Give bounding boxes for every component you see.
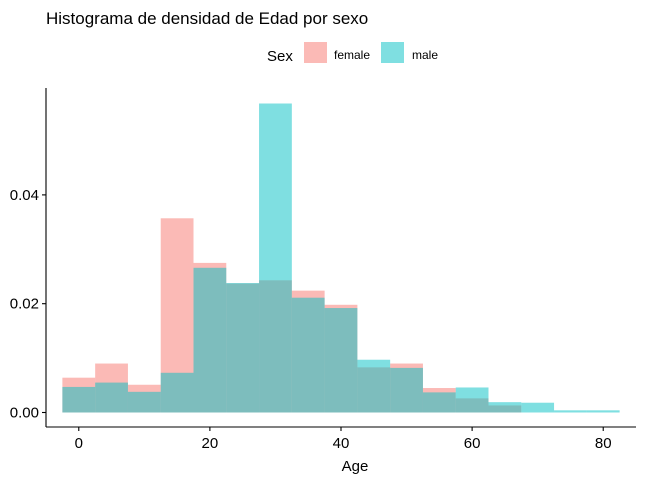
bar-male-0 <box>62 386 96 413</box>
bar-male-16 <box>586 410 620 413</box>
bar-male-5 <box>226 283 260 413</box>
bar-male-4 <box>193 267 227 413</box>
bar-male-3 <box>160 372 194 413</box>
bar-male-12 <box>455 387 489 413</box>
bar-male-10 <box>390 367 423 413</box>
x-axis-label: Age <box>342 458 369 475</box>
bar-male-1 <box>95 382 128 413</box>
legend-label-male: male <box>412 48 438 62</box>
series-male-bars <box>62 103 620 413</box>
x-tick-label: 0 <box>75 435 83 452</box>
legend: Sex female male <box>267 42 438 65</box>
x-tick-label: 80 <box>595 435 612 452</box>
x-tick-label: 60 <box>464 435 481 452</box>
bar-male-14 <box>521 402 555 413</box>
bar-male-2 <box>127 391 161 413</box>
legend-swatch-female <box>304 42 327 63</box>
legend-title: Sex <box>267 48 293 65</box>
bar-male-7 <box>291 297 325 413</box>
y-tick-label: 0.04 <box>10 187 39 204</box>
legend-label-female: female <box>334 48 370 62</box>
y-tick-label: 0.00 <box>10 405 39 422</box>
y-axis-ticks: 0.00 0.02 0.04 <box>10 187 46 422</box>
bar-male-11 <box>422 392 456 413</box>
bar-male-15 <box>554 410 587 413</box>
legend-swatch-male <box>381 42 404 63</box>
x-tick-label: 40 <box>333 435 350 452</box>
x-axis-ticks: 0 20 40 60 80 <box>75 427 612 452</box>
y-tick-label: 0.02 <box>10 296 39 313</box>
chart-title: Histograma de densidad de Edad por sexo <box>46 9 368 28</box>
bar-male-13 <box>488 402 522 413</box>
bar-male-8 <box>324 308 358 413</box>
x-tick-label: 20 <box>202 435 219 452</box>
bar-male-6 <box>259 103 292 413</box>
bar-male-9 <box>357 359 391 413</box>
